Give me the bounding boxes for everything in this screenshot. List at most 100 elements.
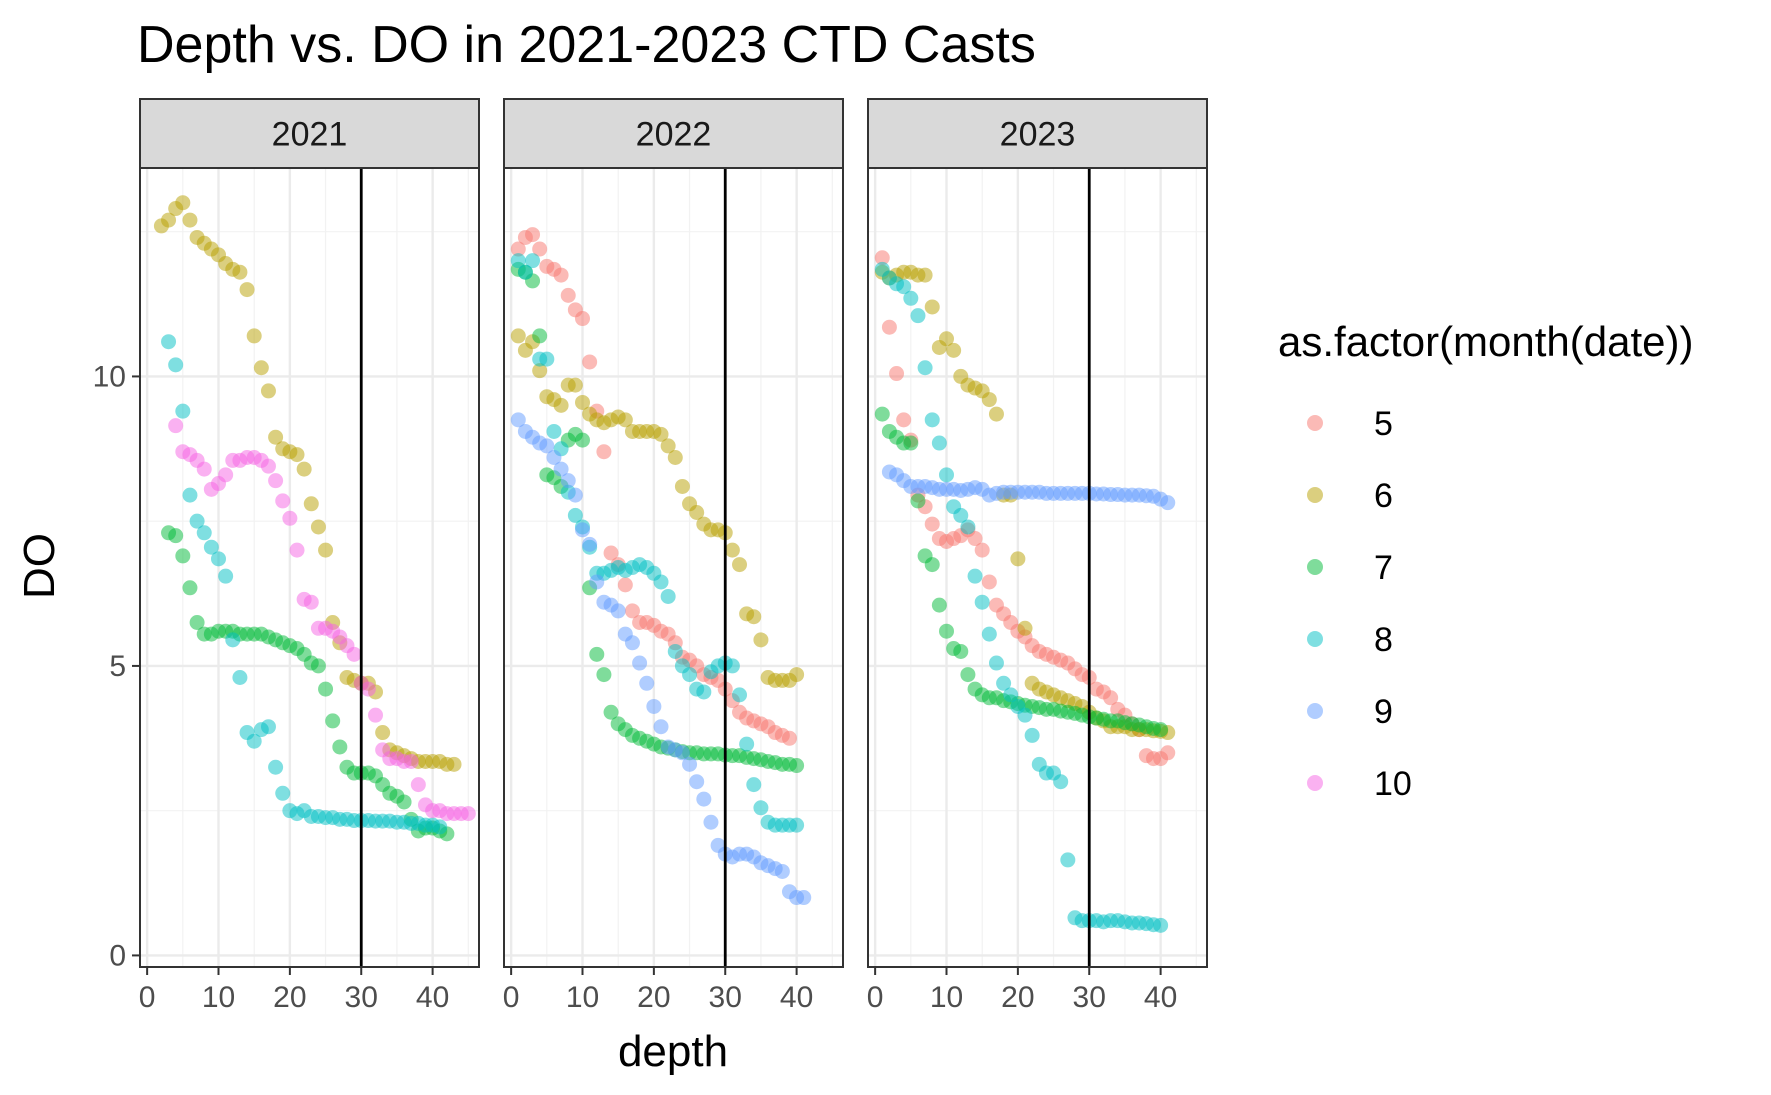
facet-panel-2021: 2021 0 10 20 30 40 0 5 10 [93,98,480,1014]
x-tick-label: 30 [345,981,378,1014]
data-point [346,646,362,662]
data-point [1017,620,1033,636]
data-point [325,713,341,729]
x-tick-label: 30 [709,981,742,1014]
series-8 [161,334,448,835]
legend-key [1307,703,1323,719]
data-point [789,667,805,683]
data-point [696,684,712,700]
data-point [553,397,569,413]
data-point [161,212,177,228]
data-point [724,542,740,558]
data-point [460,806,476,822]
legend-item-8: 8 [1307,621,1393,659]
data-point [603,704,619,720]
data-point [617,577,633,593]
data-point [939,467,955,483]
data-point [903,290,919,306]
data-point [289,542,305,558]
series-8 [874,261,1169,933]
data-point [653,426,669,442]
data-point [703,814,719,830]
legend-item-5: 5 [1307,405,1393,443]
data-point [660,438,676,454]
y-axis-title: DO [15,533,64,599]
data-point [168,418,184,434]
data-point [510,241,526,257]
data-point [789,758,805,774]
legend-label: 6 [1374,477,1393,515]
data-point [667,449,683,465]
data-point [953,643,969,659]
data-point [575,394,591,410]
data-point [239,282,255,298]
data-point [774,863,790,879]
x-tick-label: 40 [780,981,813,1014]
data-point [567,377,583,393]
data-point [624,603,640,619]
data-point [732,557,748,573]
data-point [296,461,312,477]
data-point [924,557,940,573]
plot-background [140,168,479,967]
data-point [232,670,248,686]
legend-item-9: 9 [1307,693,1393,731]
data-point [260,383,276,399]
data-point [260,458,276,474]
legend-item-7: 7 [1307,549,1393,587]
data-point [753,632,769,648]
y-tick-label: 10 [93,360,126,393]
data-point [1060,852,1076,868]
data-point [539,438,555,454]
data-point [246,733,262,749]
data-point [260,719,276,735]
data-point [939,623,955,639]
data-point [168,357,184,373]
data-point [996,675,1012,691]
data-point [667,643,683,659]
data-point [303,496,319,512]
data-point [1153,917,1169,933]
x-tick-label: 20 [273,981,306,1014]
data-point [789,817,805,833]
data-point [525,227,541,243]
data-point [910,308,926,324]
data-point [960,667,976,683]
series-6 [153,195,462,772]
facet-strip [139,98,480,169]
legend-item-10: 10 [1307,765,1412,803]
data-point [639,675,655,691]
series-9 [510,412,812,906]
data-point [589,574,605,590]
data-point [917,360,933,376]
data-point [182,212,198,228]
data-point [560,287,576,303]
x-tick-label: 10 [202,981,235,1014]
data-point [874,250,890,266]
series-5 [874,250,1176,767]
data-point [582,354,598,370]
data-point [232,264,248,280]
data-point [582,536,598,552]
data-point [567,487,583,503]
data-point [781,730,797,746]
data-point [974,542,990,558]
data-point [211,551,227,567]
data-point [682,756,698,772]
data-point [246,328,262,344]
x-tick-label: 20 [637,981,670,1014]
facet-strip-label: 2021 [272,116,348,154]
data-point [175,548,191,564]
panel-border [503,167,844,968]
series-9 [881,464,1176,511]
data-point [318,681,334,697]
data-point [953,507,969,523]
facet-panel-2023: 2023 0 10 20 30 40 [867,98,1208,1014]
data-point [218,568,234,584]
data-point [268,429,284,445]
data-point [889,366,905,382]
data-point [874,406,890,422]
data-point [696,791,712,807]
data-point [410,777,426,793]
